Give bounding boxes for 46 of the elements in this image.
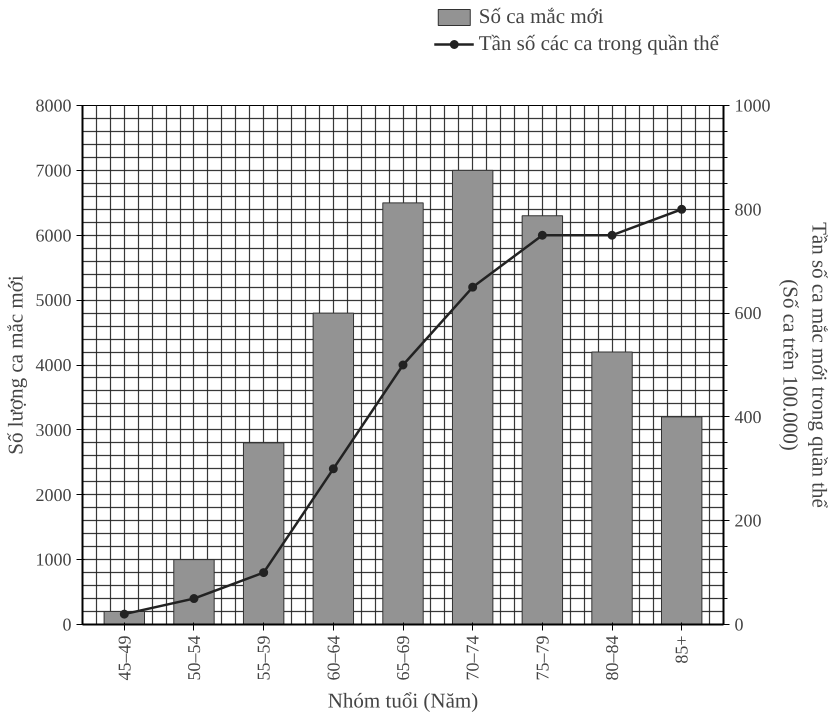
y-tick-label: 1000	[36, 550, 72, 570]
y2-axis-title: Tần số ca mắc mới trong quần thể (Số ca trên 100.000)	[778, 222, 832, 509]
x-tick-label: 70–74	[462, 636, 483, 680]
point	[189, 594, 198, 604]
bar	[452, 170, 494, 624]
bar	[591, 352, 633, 624]
y-tick-label: 8000	[36, 96, 72, 116]
y-tick-label: 5000	[36, 290, 72, 310]
y-tick-label: 0	[62, 614, 72, 634]
y-tick-label: 3000	[36, 420, 72, 440]
x-tick-label: 45–49	[114, 636, 134, 680]
y2-tick-label: 400	[734, 406, 762, 427]
bar	[242, 442, 284, 624]
x-axis-title: Nhóm tuổi (Năm)	[328, 688, 478, 712]
legend-label: Số ca mắc mới	[478, 4, 604, 29]
bar	[660, 416, 702, 624]
x-tick-label: 80–84	[602, 636, 622, 680]
bar	[382, 202, 424, 624]
point	[259, 568, 268, 578]
y2-tick-label: 600	[734, 303, 762, 324]
x-tick-label: 50–54	[184, 636, 204, 680]
x-tick-label: 55–59	[254, 636, 274, 680]
point	[538, 230, 547, 240]
y2-tick-label: 1000	[734, 96, 770, 116]
x-tick-label: 85+	[672, 635, 692, 664]
y2-tick-label: 0	[734, 614, 744, 634]
point	[608, 230, 617, 240]
y-axis-title: Số lượng ca mắc mới	[4, 275, 28, 455]
point	[677, 204, 686, 214]
bar	[173, 559, 215, 624]
point	[328, 464, 338, 474]
x-tick-label: 75–79	[532, 636, 552, 680]
y2-tick-label: 800	[734, 199, 762, 220]
point	[120, 610, 129, 619]
y2-tick-label: 200	[734, 510, 762, 531]
x-tick-label: 60–64	[323, 636, 344, 680]
y-tick-label: 7000	[36, 160, 72, 180]
y-tick-label: 2000	[36, 484, 72, 505]
x-tick-label: 65–69	[393, 636, 413, 680]
y-tick-label: 6000	[36, 225, 72, 246]
bar	[522, 215, 564, 624]
point	[398, 360, 408, 370]
bar	[312, 312, 354, 624]
legend-label: Tần số các ca trong quần thể	[478, 31, 719, 56]
point	[468, 282, 478, 292]
y-tick-label: 4000	[36, 355, 72, 375]
